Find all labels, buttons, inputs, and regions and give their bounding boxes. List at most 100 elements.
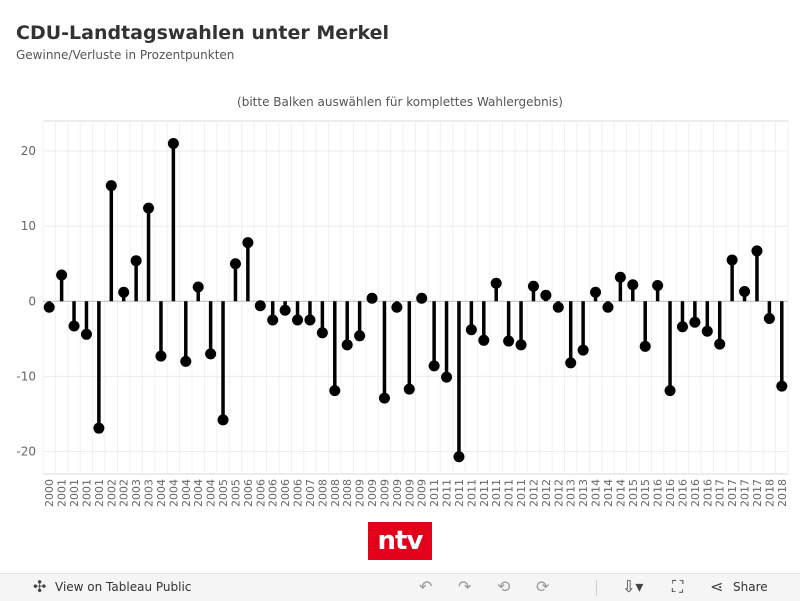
lollipop-dot <box>80 328 92 340</box>
x-tick-label: 2014 <box>602 479 615 507</box>
refresh-icon[interactable]: ⟳ <box>536 577 550 596</box>
x-tick-label: 2006 <box>279 479 292 507</box>
share-button[interactable]: Share <box>733 580 768 594</box>
x-tick-label: 2009 <box>354 479 367 507</box>
lollipop-dot <box>118 286 130 298</box>
lollipop-dot <box>776 380 788 392</box>
x-tick-label: 2011 <box>441 479 454 507</box>
lollipop-dot <box>689 316 701 328</box>
x-tick-label: 2002 <box>105 479 118 507</box>
lollipop-dot <box>56 269 68 281</box>
lollipop-dot <box>515 339 527 351</box>
share-icon[interactable]: ⋖ <box>710 577 724 596</box>
download-icon[interactable]: ⇩▾ <box>622 577 644 596</box>
x-tick-label: 2006 <box>254 479 267 507</box>
x-tick-label: 2011 <box>465 479 478 507</box>
x-tick-label: 2009 <box>378 479 391 507</box>
lollipop-dot <box>465 324 477 336</box>
x-tick-label: 2016 <box>676 479 689 507</box>
lollipop-dot <box>105 180 117 192</box>
x-tick-label: 2008 <box>341 479 354 507</box>
x-tick-label: 2006 <box>242 479 255 507</box>
x-tick-label: 2001 <box>93 479 106 507</box>
x-tick-label: 2015 <box>627 479 640 507</box>
tableau-icon: ✣ <box>33 577 47 596</box>
x-tick-label: 2007 <box>304 479 317 507</box>
x-tick-label: 2011 <box>478 479 491 507</box>
lollipop-dot <box>267 314 279 326</box>
lollipop-dot <box>428 360 440 372</box>
x-tick-label: 2005 <box>229 479 242 507</box>
lollipop-dot <box>664 385 676 397</box>
x-tick-label: 2004 <box>167 479 180 507</box>
x-tick-label: 2011 <box>503 479 516 507</box>
x-tick-label: 2008 <box>329 479 342 507</box>
undo-icon[interactable]: ↶ <box>419 577 433 596</box>
x-tick-label: 2015 <box>639 479 652 507</box>
lollipop-dot <box>192 281 204 293</box>
x-tick-label: 2011 <box>490 479 503 507</box>
lollipop-dot <box>93 422 105 434</box>
chart-subtitle: Gewinne/Verluste in Prozentpunkten <box>16 48 235 62</box>
x-tick-label: 2012 <box>540 479 553 507</box>
ntv-logo: ntv <box>368 522 432 560</box>
lollipop-dot <box>478 334 490 346</box>
lollipop-dot <box>627 279 639 291</box>
lollipop-dot <box>155 350 167 362</box>
x-tick-label: 2004 <box>205 479 218 507</box>
revert-icon[interactable]: ⟲ <box>497 577 511 596</box>
lollipop-dot <box>217 414 229 426</box>
x-tick-label: 2013 <box>577 479 590 507</box>
x-tick-label: 2004 <box>192 479 205 507</box>
lollipop-dot <box>180 355 192 367</box>
y-tick-label: -10 <box>16 369 36 383</box>
lollipop-dot <box>205 348 217 360</box>
lollipop-dot <box>739 285 751 297</box>
x-tick-label: 2016 <box>701 479 714 507</box>
lollipop-dot <box>552 301 564 313</box>
x-tick-label: 2009 <box>416 479 429 507</box>
lollipop-dot <box>242 237 254 249</box>
y-tick-label: 10 <box>21 219 36 233</box>
lollipop-dot <box>366 292 378 304</box>
x-tick-label: 2000 <box>43 479 56 507</box>
lollipop-dot <box>441 371 453 383</box>
lollipop-dot <box>403 383 415 395</box>
lollipop-dot <box>130 255 142 267</box>
x-tick-label: 2004 <box>155 479 168 507</box>
lollipop-dot <box>304 314 316 326</box>
x-tick-label: 2009 <box>391 479 404 507</box>
redo-icon[interactable]: ↷ <box>458 577 472 596</box>
lollipop-dot <box>590 286 602 298</box>
lollipop-dot <box>565 357 577 369</box>
lollipop-dot <box>43 301 55 313</box>
lollipop-dot <box>490 277 502 289</box>
lollipop-dot <box>341 339 353 351</box>
lollipop-dot <box>540 289 552 301</box>
x-tick-label: 2011 <box>515 479 528 507</box>
lollipop-dot <box>254 300 266 312</box>
x-tick-label: 2002 <box>118 479 131 507</box>
lollipop-dot <box>639 340 651 352</box>
x-tick-label: 2004 <box>180 479 193 507</box>
x-tick-label: 2009 <box>403 479 416 507</box>
x-tick-label: 2018 <box>776 479 789 507</box>
x-tick-label: 2012 <box>527 479 540 507</box>
lollipop-dot <box>279 304 291 316</box>
fullscreen-icon[interactable]: ⛶ <box>672 577 684 596</box>
x-tick-label: 2017 <box>714 479 727 507</box>
y-tick-label: 20 <box>21 144 36 158</box>
lollipop-dot <box>503 335 515 347</box>
lollipop-dot <box>68 320 80 332</box>
lollipop-dot <box>378 392 390 404</box>
lollipop-dot <box>391 301 403 313</box>
view-on-tableau-link[interactable]: View on Tableau Public <box>55 580 192 594</box>
lollipop-dot <box>676 321 688 333</box>
x-tick-label: 2017 <box>739 479 752 507</box>
lollipop-dot <box>726 254 738 266</box>
lollipop-dot <box>527 280 539 292</box>
lollipop-dot <box>714 338 726 350</box>
lollipop-dot <box>453 451 465 463</box>
tableau-toolbar: ✣ View on Tableau Public ↶ ↷ ⟲ ⟳ ⇩▾ ⛶ ⋖ … <box>0 573 800 601</box>
